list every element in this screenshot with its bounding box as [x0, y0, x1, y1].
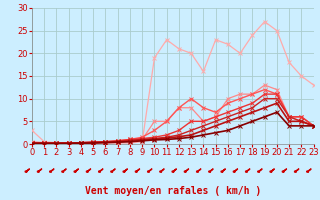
- Text: Vent moyen/en rafales ( km/h ): Vent moyen/en rafales ( km/h ): [85, 186, 261, 196]
